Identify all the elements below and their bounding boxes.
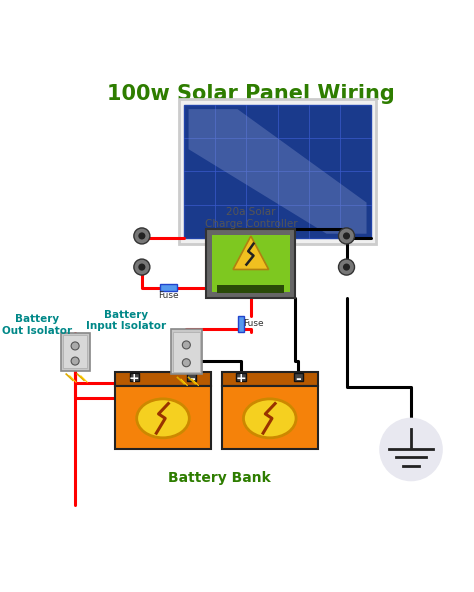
Bar	[206, 229, 295, 298]
Bar	[212, 235, 290, 292]
Text: +: +	[129, 372, 140, 385]
Bar	[179, 99, 376, 243]
Ellipse shape	[244, 399, 296, 438]
Text: -: -	[189, 372, 194, 385]
Text: Fuse: Fuse	[243, 319, 264, 328]
Circle shape	[134, 228, 150, 244]
Text: Battery Bank: Battery Bank	[168, 471, 271, 485]
Bar	[236, 373, 246, 381]
Bar	[129, 373, 139, 381]
Bar	[222, 372, 318, 385]
Circle shape	[343, 233, 350, 240]
Bar	[218, 285, 284, 293]
Polygon shape	[233, 236, 269, 269]
Bar	[171, 329, 202, 374]
Text: 20a Solar
Charge Controller: 20a Solar Charge Controller	[205, 207, 297, 229]
Circle shape	[134, 259, 150, 275]
Bar	[238, 316, 244, 332]
Bar	[173, 332, 200, 372]
Text: Fuse: Fuse	[158, 291, 179, 300]
Ellipse shape	[137, 399, 189, 438]
Circle shape	[182, 341, 191, 349]
Circle shape	[138, 263, 146, 271]
Bar	[294, 373, 303, 381]
Bar	[160, 284, 177, 291]
Text: 100w Solar Panel Wiring: 100w Solar Panel Wiring	[107, 83, 395, 104]
Text: Battery
Input Isolator: Battery Input Isolator	[86, 310, 166, 332]
Text: +: +	[236, 372, 246, 385]
Circle shape	[379, 418, 443, 481]
Circle shape	[71, 357, 79, 365]
Text: -: -	[296, 372, 301, 385]
Bar	[187, 373, 196, 381]
Polygon shape	[189, 109, 366, 234]
Text: Battery
Out Isolator: Battery Out Isolator	[2, 314, 73, 336]
Bar	[63, 335, 87, 368]
Bar	[184, 105, 371, 238]
Circle shape	[182, 359, 191, 366]
Circle shape	[338, 259, 355, 275]
Circle shape	[343, 263, 350, 271]
Bar	[61, 333, 90, 371]
Bar	[115, 372, 211, 385]
Bar	[222, 385, 318, 449]
Circle shape	[138, 233, 146, 240]
Circle shape	[338, 228, 355, 244]
Circle shape	[71, 342, 79, 350]
Bar	[115, 385, 211, 449]
